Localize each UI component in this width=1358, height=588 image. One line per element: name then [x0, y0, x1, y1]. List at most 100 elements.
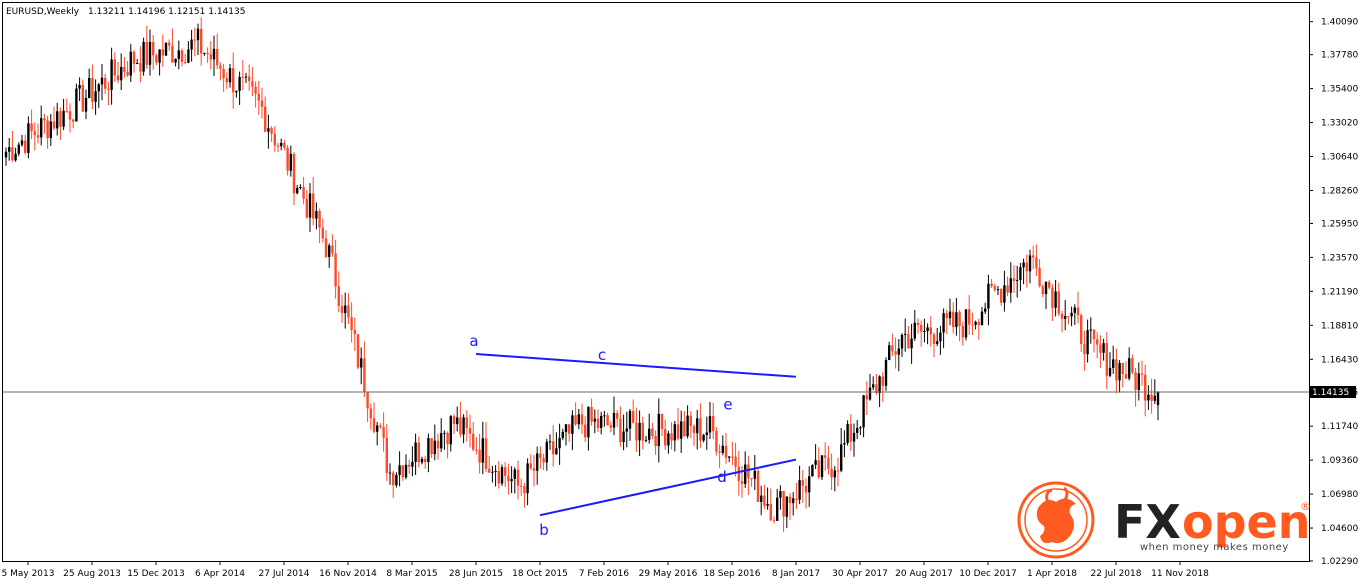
- candle-body: [372, 418, 376, 432]
- candle-body: [1156, 392, 1160, 406]
- candle-body: [1054, 291, 1057, 308]
- candle-body: [417, 442, 420, 463]
- y-tick-label: 1.28260: [1321, 186, 1358, 196]
- candle-body: [849, 424, 852, 442]
- candle-body: [561, 431, 564, 438]
- candle-body: [817, 460, 820, 478]
- candle-body: [164, 42, 168, 56]
- candle-body: [296, 187, 299, 194]
- candle-body: [1134, 372, 1137, 390]
- candle-body: [1147, 394, 1150, 401]
- candle-body: [929, 327, 932, 335]
- candle-body: [312, 193, 315, 219]
- candle-body: [990, 283, 993, 287]
- candle-body: [904, 333, 907, 335]
- candle-body: [145, 41, 148, 65]
- candle-body: [1057, 291, 1060, 314]
- candle-body: [635, 422, 638, 441]
- candle-body: [948, 311, 952, 319]
- candle-body: [702, 434, 705, 441]
- candle-body: [123, 67, 126, 72]
- candle-body: [1022, 262, 1025, 268]
- candle-body: [913, 322, 916, 339]
- candle-body: [968, 309, 971, 325]
- candle-body: [843, 442, 846, 445]
- candle-body: [577, 414, 580, 425]
- candle-body: [248, 76, 251, 82]
- x-tick-label: 15 Dec 2013: [127, 569, 185, 579]
- candle-body: [756, 470, 760, 502]
- candle-body: [152, 41, 155, 56]
- candle-body: [91, 77, 94, 102]
- candle-body: [545, 441, 548, 463]
- x-tick-label: 25 Aug 2013: [63, 569, 121, 579]
- candle-body: [132, 51, 136, 64]
- candle-body: [820, 455, 824, 478]
- candle-body: [408, 464, 411, 467]
- candle-body: [612, 412, 616, 428]
- candle-body: [1006, 285, 1009, 293]
- candle-body: [116, 75, 120, 81]
- candle-body: [184, 61, 187, 63]
- candle-body: [705, 432, 708, 435]
- candle-body: [36, 135, 40, 138]
- candle-body: [516, 469, 520, 486]
- candle-body: [228, 68, 232, 83]
- candle-body: [433, 440, 436, 455]
- candle-body: [881, 376, 884, 386]
- candle-body: [283, 142, 286, 148]
- trendline-lower: [539, 458, 797, 517]
- logo-brand-fx: FX: [1114, 495, 1181, 549]
- candle-body: [232, 68, 235, 93]
- candle-body: [420, 458, 424, 463]
- candle-body: [955, 312, 958, 328]
- candle-body: [827, 457, 830, 469]
- candle-body: [708, 416, 712, 433]
- candle-body: [475, 449, 478, 451]
- candle-body: [1092, 329, 1096, 340]
- candle-body: [987, 283, 990, 309]
- candle-body: [97, 84, 100, 92]
- logo-inner-circle: [1024, 488, 1088, 552]
- candle-body: [81, 84, 84, 112]
- candle-body: [766, 503, 769, 506]
- candle-body: [872, 384, 875, 388]
- candle-body: [593, 418, 596, 422]
- x-tick-label: 18 Oct 2015: [512, 569, 568, 579]
- candle-body: [366, 392, 369, 409]
- candle-body: [334, 253, 337, 287]
- candle-body: [763, 495, 766, 506]
- candle-body: [52, 121, 56, 129]
- candle-body: [568, 424, 571, 434]
- candle-body: [1118, 363, 1121, 381]
- candle-body: [1102, 343, 1105, 353]
- candle-body: [318, 211, 321, 228]
- current-price-tag: 1.14135: [1310, 386, 1356, 399]
- candle-body: [712, 416, 715, 432]
- candle-body: [180, 50, 184, 62]
- candle-body: [494, 470, 497, 472]
- candle-body: [427, 438, 430, 463]
- candle-body: [894, 351, 897, 355]
- x-tick-label: 5 May 2013: [2, 569, 55, 579]
- candle-body: [251, 81, 254, 87]
- candle-body: [324, 238, 328, 257]
- x-tick-label: 8 Mar 2015: [386, 569, 437, 579]
- candle-body: [596, 418, 600, 428]
- candle-body: [897, 348, 900, 355]
- candle-body: [113, 59, 116, 76]
- candle-body: [920, 324, 923, 332]
- candle-body: [696, 418, 699, 434]
- candle-body: [1025, 262, 1028, 272]
- candle-body: [1028, 255, 1032, 272]
- candle-body: [600, 416, 603, 428]
- candle-body: [264, 106, 267, 132]
- candle-body: [308, 193, 312, 218]
- candle-body: [785, 496, 788, 517]
- candle-body: [664, 429, 667, 446]
- x-tick-label: 18 Sep 2016: [703, 569, 760, 579]
- candle-body: [404, 464, 408, 478]
- candle-body: [1137, 373, 1140, 390]
